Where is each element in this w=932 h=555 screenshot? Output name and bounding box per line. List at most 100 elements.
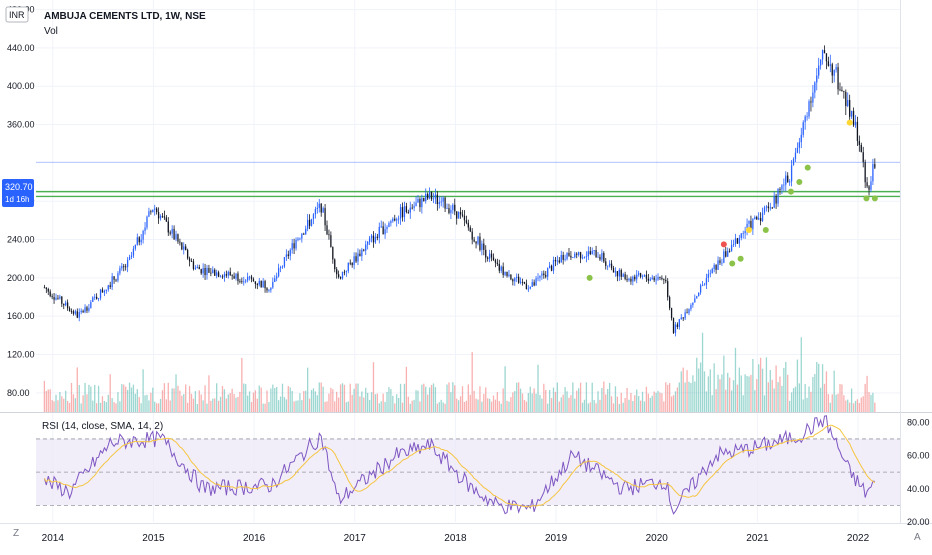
candle-body — [800, 134, 802, 143]
candle-body — [343, 271, 346, 273]
volume-bar — [212, 398, 214, 412]
candle-body — [334, 259, 336, 270]
candle-body — [457, 211, 460, 219]
candle-body — [65, 302, 67, 306]
candle-body — [494, 260, 497, 263]
price-candles[interactable] — [43, 45, 876, 337]
candle-body — [568, 252, 570, 256]
candle-body — [806, 116, 808, 118]
candle-body — [68, 308, 71, 312]
candle-body — [523, 282, 526, 284]
volume-bar — [248, 391, 251, 412]
candle-body — [541, 273, 543, 276]
candle-body — [239, 281, 241, 283]
candle-body — [198, 267, 200, 270]
candle-body — [703, 284, 706, 286]
candle-body — [759, 218, 762, 222]
volume-bar — [99, 402, 102, 412]
candle-body — [792, 158, 795, 166]
rsi-pane[interactable] — [36, 415, 900, 515]
candle-body — [849, 100, 851, 117]
volume-bar — [334, 401, 336, 412]
candle-body — [756, 217, 758, 220]
volume-bar — [136, 389, 138, 412]
volume-bar — [399, 383, 402, 412]
volume-bar — [837, 393, 839, 412]
candle-body — [181, 242, 183, 250]
time-tick-label: 2021 — [746, 533, 769, 544]
candle-body — [190, 261, 193, 263]
volume-bar — [535, 393, 537, 412]
volume-bar — [347, 401, 349, 412]
candle-body — [262, 281, 264, 288]
candle-body — [417, 199, 419, 203]
volume-bar — [713, 363, 715, 412]
volume-bar — [411, 400, 413, 412]
candle-body — [688, 309, 690, 314]
volume-bar — [711, 395, 713, 412]
candle-body — [858, 140, 861, 145]
volume-bar — [88, 384, 90, 412]
candle-body — [740, 233, 742, 238]
candle-body — [301, 233, 303, 239]
candle-body — [529, 286, 531, 289]
symbol-title[interactable]: AMBUJA CEMENTS LTD, 1W, NSE — [44, 11, 206, 22]
candle-body — [130, 255, 133, 258]
candle-body — [208, 267, 210, 273]
volume-bar — [661, 393, 663, 412]
volume-indicator-label[interactable]: Vol — [44, 26, 58, 37]
candle-body — [725, 251, 727, 257]
candle-body — [384, 229, 386, 235]
candle-body — [684, 312, 686, 319]
volume-bar — [103, 400, 106, 412]
candle-body — [270, 287, 272, 291]
volume-bar — [413, 399, 415, 412]
volume-bar — [301, 400, 303, 412]
volume-bar — [432, 383, 435, 412]
candle-body — [243, 281, 245, 283]
candle-body — [345, 271, 348, 272]
candle-body — [318, 203, 320, 208]
candle-body — [545, 274, 547, 277]
zoom-reset-button[interactable]: Z — [13, 528, 19, 539]
candle-body — [281, 266, 284, 268]
candle-body — [616, 271, 619, 277]
candle-body — [483, 243, 485, 250]
volume-bar — [634, 395, 636, 412]
candle-body — [775, 195, 777, 204]
horizontal-levels[interactable] — [36, 161, 900, 198]
volume-bar — [330, 387, 332, 412]
candle-body — [713, 265, 715, 269]
candle-body — [396, 219, 398, 221]
candle-body — [303, 233, 305, 235]
volume-bar — [856, 399, 859, 412]
auto-scale-button[interactable]: A — [914, 532, 921, 543]
currency-badge[interactable] — [5, 6, 29, 23]
candle-body — [763, 207, 766, 213]
candle-body — [163, 216, 166, 218]
candle-body — [82, 310, 84, 313]
volume-bar — [701, 332, 704, 412]
volume-bar — [665, 382, 667, 412]
candle-body — [608, 263, 611, 266]
candle-body — [134, 244, 137, 249]
signal-marker — [762, 226, 769, 233]
volume-bar — [531, 393, 533, 412]
candle-body — [719, 260, 721, 263]
volume-bar — [699, 362, 702, 412]
volume-bar — [680, 371, 682, 412]
volume-bar — [471, 352, 473, 412]
candle-body — [692, 302, 694, 306]
volume-bar — [181, 395, 183, 412]
volume-bars — [43, 332, 876, 412]
volume-bar — [417, 390, 419, 412]
candle-body — [469, 227, 471, 232]
volume-bar — [676, 387, 679, 412]
signal-marker — [804, 164, 811, 171]
candle-body — [202, 268, 204, 274]
volume-bar — [128, 382, 131, 412]
rsi-label[interactable]: RSI (14, close, SMA, 14, 2) — [42, 421, 163, 432]
volume-bar — [703, 371, 706, 412]
